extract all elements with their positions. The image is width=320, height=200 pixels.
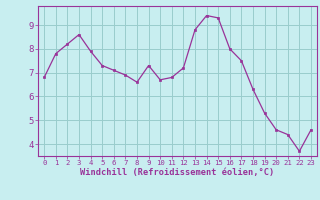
X-axis label: Windchill (Refroidissement éolien,°C): Windchill (Refroidissement éolien,°C) xyxy=(80,168,275,177)
